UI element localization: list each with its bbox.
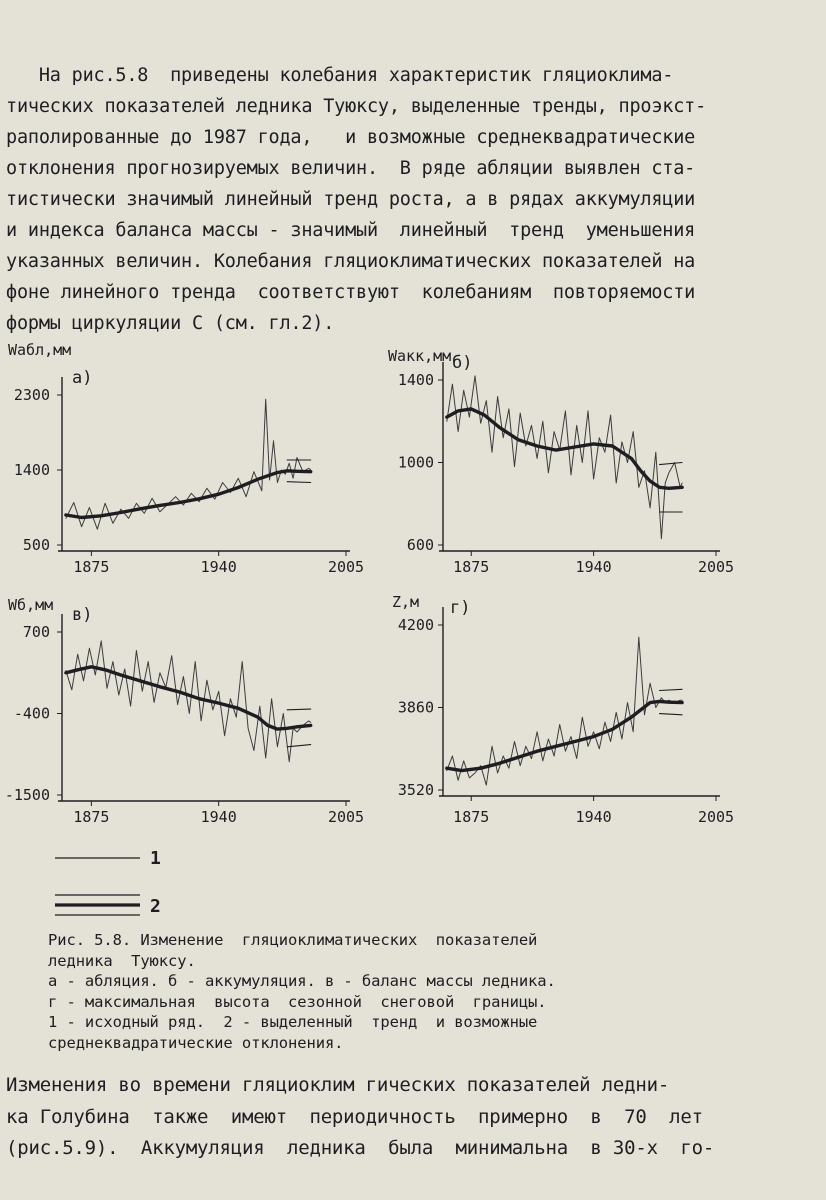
caption-line: Рис. 5.8. Изменение гляциоклиматических …	[48, 931, 538, 949]
x-tick-label: 1940	[576, 808, 612, 826]
rms-lower-line	[286, 481, 312, 484]
y-tick-label: 1400	[14, 461, 50, 479]
rms-upper-line	[658, 688, 683, 692]
caption-line: среднеквадратические отклонения.	[48, 1033, 344, 1052]
caption-line: г - максимальная высота сезонной снегово…	[48, 992, 547, 1011]
x-tick-label: 2005	[328, 808, 364, 826]
rms-upper-line	[286, 708, 312, 711]
y-tick-label: 1000	[398, 454, 434, 472]
source-series-line	[65, 640, 312, 763]
x-tick-label: 1875	[453, 558, 489, 576]
rms-upper-line	[658, 461, 683, 466]
x-tick-label: 2005	[328, 558, 364, 576]
text-line: На рис.5.8 приведены колебания характери…	[6, 65, 674, 86]
trend-line	[445, 407, 684, 490]
legend-label-1: 1	[150, 848, 161, 869]
x-tick-label: 1940	[201, 558, 237, 576]
y-axis-label: Wакк,мм	[388, 347, 451, 365]
y-axis-label: Wабл,мм	[8, 341, 71, 359]
text-line: тистически значимый линейный тренд роста…	[6, 189, 696, 210]
y-axis-label: Z,м	[392, 593, 419, 611]
y-tick-label: 2300	[14, 386, 50, 404]
x-tick-label: 1940	[576, 558, 612, 576]
y-tick-label: 3860	[398, 699, 434, 717]
rms-lower-line	[658, 713, 683, 716]
rms-lower-line	[286, 744, 312, 748]
source-series-line	[446, 636, 683, 786]
paragraph-golubin: Изменения во времени гляциоклим гических…	[6, 1070, 751, 1165]
trend-line	[445, 699, 684, 773]
text-line: Изменения во времени гляциоклим гических…	[6, 1074, 670, 1096]
x-tick-label: 2005	[698, 808, 734, 826]
text-line: формы циркуляции С (см. гл.2).	[6, 313, 335, 334]
text-line: указанных величин. Колебания гляциоклима…	[6, 251, 696, 272]
legend: 1 2	[55, 848, 161, 917]
paragraph-intro: На рис.5.8 приведены колебания характери…	[6, 60, 751, 339]
text-line: тических показателей ледника Туюксу, выд…	[6, 96, 707, 117]
text-line: и индекса баланса массы - значимый линей…	[6, 220, 696, 241]
y-tick-label: 500	[23, 536, 50, 554]
y-tick-label: 600	[407, 536, 434, 554]
trend-line	[64, 469, 313, 520]
y-tick-label: 4200	[398, 616, 434, 634]
y-tick-label: 1400	[398, 371, 434, 389]
x-tick-label: 1875	[73, 558, 109, 576]
text-line: ка Голубина также имеют периодичность пр…	[6, 1105, 703, 1128]
source-series-line	[65, 398, 312, 530]
figure-caption: Рис. 5.8. Изменение гляциоклиматических …	[48, 930, 708, 1053]
caption-line: 1 - исходный ряд. 2 - выделенный тренд и…	[48, 1013, 538, 1031]
panel-label: в)	[72, 605, 92, 625]
y-axis-label: Wб,мм	[8, 596, 53, 614]
x-tick-label: 2005	[698, 558, 734, 576]
source-series-line	[446, 375, 683, 540]
x-tick-label: 1875	[453, 808, 489, 826]
panel-label: б)	[452, 353, 472, 373]
text-line: раполированные до 1987 года, и возможные…	[6, 127, 696, 148]
text-line: (рис.5.9). Аккумуляция ледника была мини…	[6, 1137, 715, 1159]
y-tick-label: 700	[23, 623, 50, 641]
caption-line: а - абляция. б - аккумуляция. в - баланс…	[48, 972, 556, 990]
text-line: фоне линейного тренда соответствуют коле…	[6, 282, 696, 303]
panel-label: а)	[72, 368, 92, 388]
text-line: отклонения прогнозируемых величин. В ряд…	[6, 158, 696, 179]
panel-label: г)	[450, 598, 470, 618]
caption-line: ледника Туюксу.	[48, 951, 196, 970]
y-tick-label: 3520	[398, 781, 434, 799]
trend-line	[64, 665, 313, 731]
legend-label-2: 2	[150, 896, 161, 917]
y-tick-label: -400	[14, 705, 50, 723]
x-tick-label: 1875	[73, 808, 109, 826]
y-tick-label: -1500	[5, 786, 50, 804]
x-tick-label: 1940	[201, 808, 237, 826]
